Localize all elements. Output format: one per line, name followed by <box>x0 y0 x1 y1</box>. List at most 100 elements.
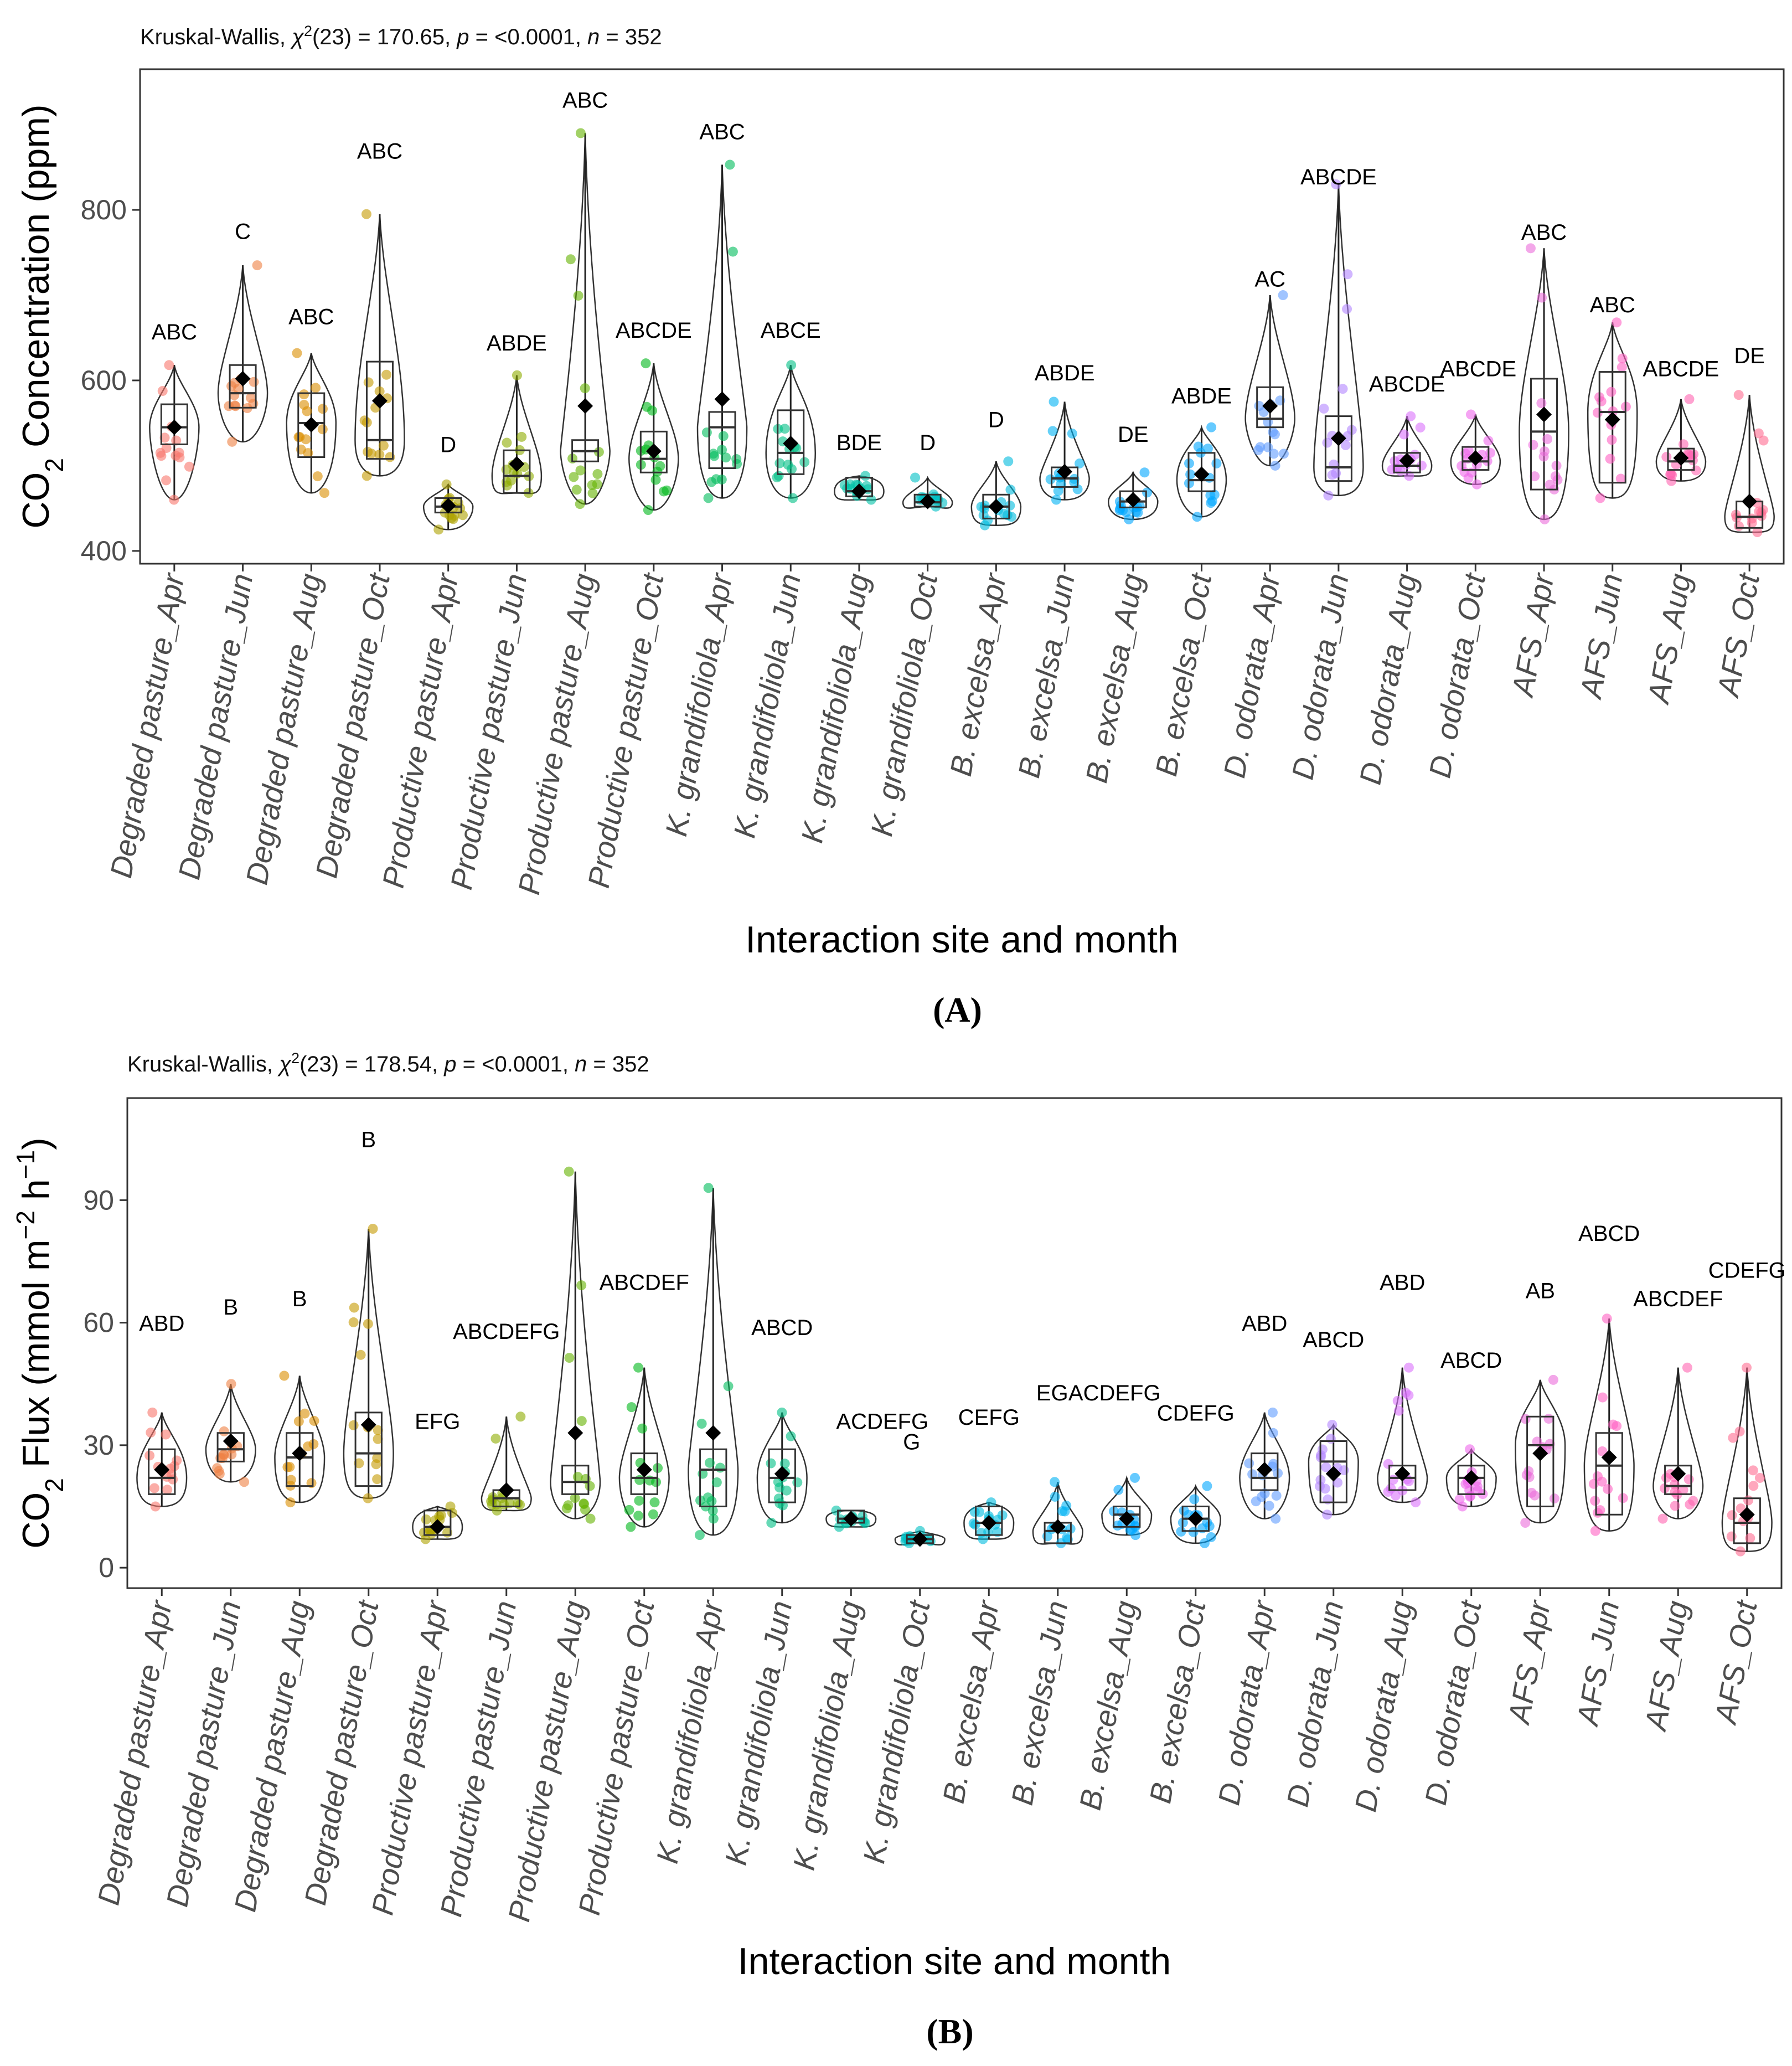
mean-marker <box>636 1462 652 1478</box>
y-axis-label-part: ) <box>15 1137 57 1150</box>
y-axis-label-part: −2 <box>11 1210 40 1239</box>
mean-marker <box>1673 450 1689 466</box>
data-point <box>788 493 798 503</box>
mean-marker <box>920 493 936 509</box>
data-point <box>381 369 392 380</box>
data-point <box>517 431 527 442</box>
x-tick-label: B. excelsa_Aug <box>1079 571 1149 786</box>
violin-outline <box>1170 1483 1221 1544</box>
data-point <box>1113 1485 1124 1495</box>
data-point <box>708 449 719 459</box>
chart-panel-b: Kruskal-Wallis, χ2(23) = 178.54, p = <0.… <box>11 1050 1786 2051</box>
mean-marker <box>843 1511 859 1527</box>
box-iqr <box>975 1506 1003 1536</box>
data-point <box>378 440 389 451</box>
significance-letter: ABCDE <box>1300 165 1377 189</box>
x-axis-label: Interaction site and month <box>738 1940 1171 1982</box>
data-point <box>1605 454 1615 464</box>
data-point <box>1728 1433 1738 1443</box>
data-point <box>363 377 374 388</box>
data-point <box>1463 445 1474 456</box>
data-point <box>230 401 241 411</box>
violin-outline <box>825 1509 877 1528</box>
data-point <box>587 488 598 498</box>
data-point <box>1683 1474 1694 1485</box>
data-point <box>839 480 850 491</box>
data-point <box>1726 1531 1737 1542</box>
mean-marker <box>645 443 662 459</box>
significance-letter: ABCD <box>1303 1328 1364 1352</box>
data-point <box>1483 435 1494 446</box>
violin-outline <box>1239 1412 1290 1519</box>
data-point <box>212 1463 223 1473</box>
data-point <box>1411 1497 1421 1508</box>
data-point <box>317 404 328 414</box>
data-point <box>1752 527 1763 538</box>
y-axis-label-part: CO <box>15 1492 57 1549</box>
box-iqr <box>708 411 736 470</box>
mean-marker <box>567 1425 583 1441</box>
significance-letter: DE <box>1734 344 1765 368</box>
data-point <box>1199 1538 1210 1548</box>
box-group <box>834 471 885 505</box>
data-point <box>149 1483 159 1493</box>
data-point <box>1670 1501 1680 1511</box>
data-point <box>575 465 586 476</box>
x-axis-label: Interaction site and month <box>745 919 1178 961</box>
box-group <box>1450 409 1501 490</box>
plot-border <box>139 68 1785 565</box>
subtitle-part: p <box>456 25 469 49</box>
data-point <box>1051 494 1061 505</box>
data-point <box>515 1411 526 1422</box>
data-point <box>1406 411 1416 421</box>
box-group <box>1239 1407 1290 1524</box>
data-point <box>1525 243 1536 254</box>
data-point <box>774 458 785 468</box>
subtitle-part: (23) = 170.65, <box>312 25 457 49</box>
data-point <box>226 1379 236 1389</box>
data-point <box>1606 387 1617 397</box>
mean-marker <box>705 1425 721 1441</box>
data-point <box>348 1420 359 1430</box>
x-tick-label: K. grandifoliola_Apr <box>650 1597 730 1866</box>
box-group <box>1515 1374 1566 1528</box>
data-point <box>227 436 237 447</box>
data-point <box>1075 458 1085 468</box>
data-point <box>1269 429 1280 440</box>
significance-letter: B <box>361 1128 376 1152</box>
significance-letter: ABCD <box>1578 1222 1640 1246</box>
data-point <box>1202 444 1213 454</box>
subtitle-part: (23) = 178.54, <box>299 1052 444 1076</box>
data-point <box>1317 1444 1328 1455</box>
chart-subtitle: Kruskal-Wallis, χ2(23) = 178.54, p = <0.… <box>127 1050 649 1076</box>
data-point <box>1139 467 1150 478</box>
data-point <box>1465 1444 1475 1455</box>
significance-letter: D <box>988 408 1004 432</box>
violin-outline <box>550 1171 601 1519</box>
data-point <box>433 524 444 535</box>
violin-outline <box>618 1367 670 1528</box>
box-iqr <box>768 1448 796 1503</box>
mean-marker <box>1463 1470 1479 1486</box>
box-group <box>343 1224 394 1503</box>
data-point <box>633 1511 644 1521</box>
data-point <box>576 1416 587 1426</box>
mean-marker <box>988 498 1004 514</box>
data-point <box>1545 480 1555 490</box>
data-point <box>624 1505 634 1515</box>
significance-letter: ABDE <box>487 331 547 356</box>
violin-outline <box>1313 184 1364 497</box>
violin-outline <box>1377 1367 1428 1503</box>
data-point <box>1528 440 1538 450</box>
data-point <box>564 1353 575 1363</box>
box-group <box>136 1407 188 1512</box>
mean-marker <box>235 370 251 387</box>
data-point <box>169 494 179 505</box>
box-iqr <box>1113 1506 1141 1528</box>
box-iqr <box>1251 1452 1279 1491</box>
y-tick-label: 90 <box>83 1184 114 1215</box>
data-point <box>1259 1488 1270 1499</box>
data-point <box>285 1497 296 1508</box>
data-point <box>1678 1485 1688 1495</box>
data-point <box>164 360 174 370</box>
